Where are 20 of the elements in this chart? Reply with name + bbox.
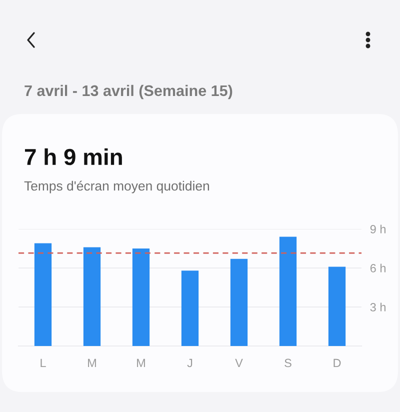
bar — [328, 266, 346, 346]
chart-subtitle: Temps d'écran moyen quotidien — [24, 180, 210, 194]
x-tick-label: V — [235, 358, 243, 368]
chart-title: 7 h 9 min — [24, 148, 122, 166]
bar — [279, 236, 297, 346]
bar — [34, 243, 52, 346]
y-tick-label: 9 h — [370, 224, 386, 234]
y-tick-label: 6 h — [370, 264, 386, 272]
x-tick-label: S — [284, 358, 292, 368]
x-tick-label: L — [40, 358, 46, 368]
text: 7 avril - 13 avril (Semaine 15) — [24, 84, 232, 100]
x-tick-label: M — [137, 358, 145, 368]
bar — [132, 248, 150, 346]
x-tick-label: J — [187, 358, 192, 368]
bar — [83, 247, 101, 346]
bar — [230, 258, 248, 346]
bar — [181, 270, 199, 346]
x-tick-label: D — [334, 358, 341, 368]
y-tick-label: 3 h — [370, 302, 386, 312]
x-tick-label: M — [88, 358, 96, 368]
